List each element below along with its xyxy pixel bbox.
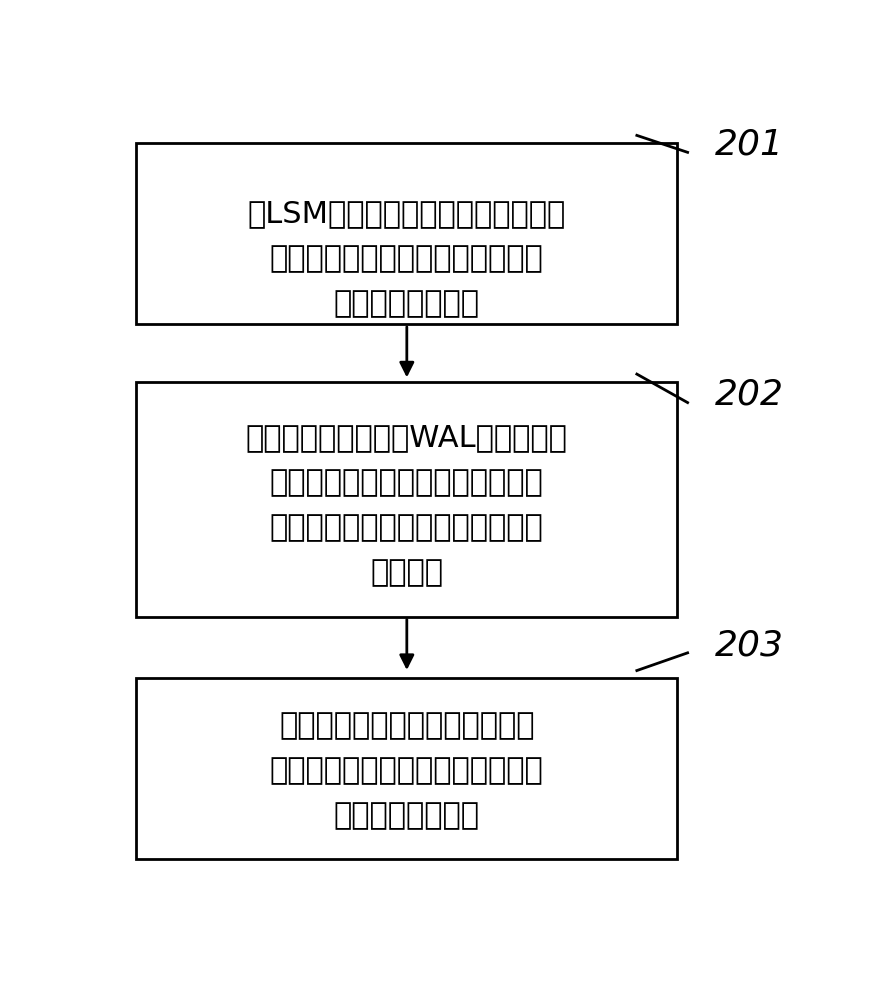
- Text: 当各顶点表数据量超过内存阈值
时，启动相应的线程数，按照哈希
分区并发溢写磁盘: 当各顶点表数据量超过内存阈值 时，启动相应的线程数，按照哈希 分区并发溢写磁盘: [270, 711, 544, 830]
- Text: 202: 202: [715, 378, 784, 412]
- Bar: [136, 143, 677, 324]
- Bar: [136, 382, 677, 617]
- Text: 图数据更新时，更新WAL日志，并在
顶点出度统计表中更新顶点统计信
息，判断新顶点的出度并插入相应
的顶点表: 图数据更新时，更新WAL日志，并在 顶点出度统计表中更新顶点统计信 息，判断新顶…: [246, 423, 567, 587]
- Bar: [136, 678, 677, 859]
- Text: 在LSM树结构基础上，增加图顶点出
度统计表，并将内存表划分为大顶
点表和普通顶点表: 在LSM树结构基础上，增加图顶点出 度统计表，并将内存表划分为大顶 点表和普通顶…: [248, 199, 566, 318]
- Text: 203: 203: [715, 628, 784, 662]
- Text: 201: 201: [715, 128, 784, 162]
